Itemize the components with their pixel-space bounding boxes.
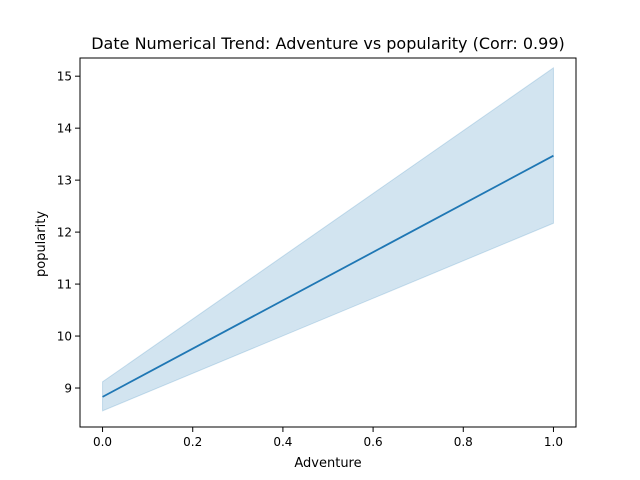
x-axis: 0.0 0.2 0.4 0.6 0.8 1.0 [93,427,563,449]
chart-title: Date Numerical Trend: Adventure vs popul… [91,34,565,53]
y-axis-label: popularity [34,211,49,277]
x-tick-label: 0.6 [364,435,383,449]
x-tick-label: 0.8 [454,435,473,449]
y-tick-label: 9 [64,382,72,396]
trend-line [102,154,554,398]
plot-frame [79,57,577,428]
y-tick-label: 14 [57,122,72,136]
x-tick-label: 0.2 [183,435,202,449]
confidence-band [102,66,554,412]
x-axis-label: Adventure [294,456,361,471]
x-tick-label: 0.0 [93,435,112,449]
x-tick-label: 0.4 [273,435,292,449]
y-tick-label: 10 [57,330,72,344]
y-axis: 9 10 11 12 13 14 15 [57,70,80,396]
y-tick-label: 15 [57,70,72,84]
y-tick-label: 12 [57,226,72,240]
y-tick-label: 13 [57,174,72,188]
y-tick-label: 11 [57,278,72,292]
x-tick-label: 1.0 [544,435,563,449]
plot-area [102,66,554,412]
